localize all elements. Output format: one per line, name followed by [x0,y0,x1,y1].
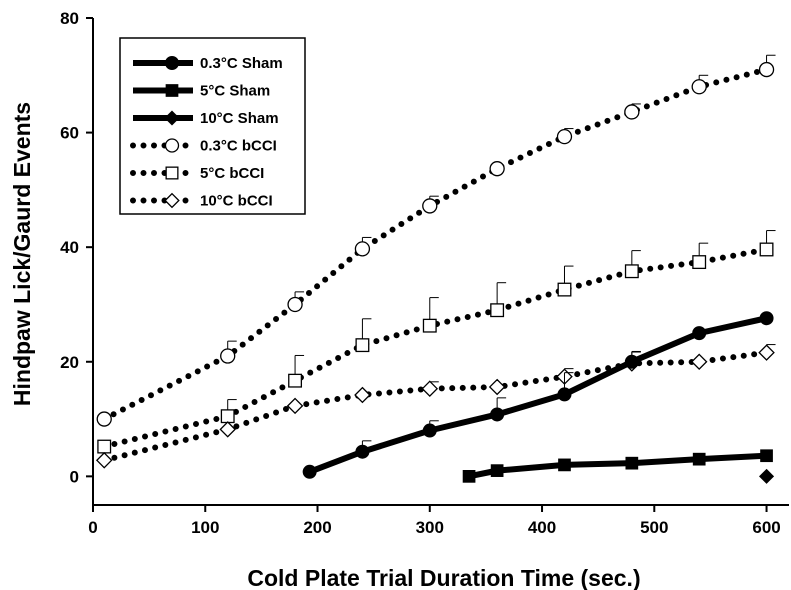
series-5 [95,344,776,469]
legend-marker [164,110,180,126]
data-point [489,161,505,177]
axes: 0 100 200 300 400 500 600 0 20 40 60 80 [60,9,789,537]
data-point [625,456,639,470]
data-point [557,387,572,402]
legend-marker [164,192,180,209]
legend-label: 10°C Sham [200,110,279,127]
legend-marker [165,166,179,180]
data-point [759,468,775,484]
legend-label: 0.3°C Sham [200,55,283,72]
legend-marker [165,56,179,70]
data-point [355,444,370,459]
legend-marker [164,138,180,153]
series-line [306,315,770,475]
data-point [692,326,707,341]
data-point [421,380,439,397]
data-point [624,104,640,120]
y-axis-title: Hindpaw Lick/Gaurd Events [9,102,35,406]
legend-entry: 5°C bCCI [130,165,264,182]
data-point [422,423,437,438]
legend: 0.3°C Sham 5°C Sham 10°C Sham 0.3°C bCCI 5°C… [119,37,306,215]
data-point [354,241,371,257]
y-tick-label: 40 [60,238,79,257]
legend-label: 10°C bCCI [200,193,273,210]
legend-entry: 0.3°C Sham [133,55,283,72]
y-tick-label: 60 [60,124,79,143]
legend-label: 0.3°C bCCI [200,138,277,155]
data-point [557,282,572,297]
data-point [355,338,370,353]
data-point [287,296,303,313]
legend-entry: 0.3°C bCCI [130,138,277,155]
y-tick-label: 20 [60,353,79,372]
data-point [624,354,639,369]
data-point [692,452,706,466]
x-axis-title: Cold Plate Trial Duration Time (sec.) [247,565,640,590]
data-point [288,373,303,388]
data-point [759,311,774,326]
legend-box [119,37,306,215]
data-point [422,318,437,333]
data-point [490,303,505,318]
data-point [302,464,317,479]
data-point [758,344,775,361]
legend-entry: 10°C bCCI [130,192,273,210]
series-4 [97,230,776,454]
data-point [690,353,708,371]
x-tick-label: 0 [88,518,97,537]
x-tick-label: 500 [640,518,668,537]
data-point [759,242,774,257]
series-line [466,452,770,480]
series-line [101,349,770,464]
data-point [95,452,113,469]
y-tick-label: 0 [70,467,79,486]
data-point [556,128,573,145]
x-tick-label: 600 [752,518,780,537]
series-line [101,246,770,450]
data-point [219,421,236,438]
x-tick-label: 400 [528,518,556,537]
data-point [462,470,476,483]
data-point [558,458,571,472]
data-point [692,255,707,270]
data-point [758,61,775,78]
data-point [286,397,304,415]
data-point [220,409,235,424]
series-3 [96,54,776,427]
legend-entry: 5°C Sham [133,83,270,100]
data-point [97,439,112,454]
data-point [691,79,707,95]
series-0 [302,311,774,479]
legend-marker [165,84,179,97]
data-point [354,386,371,404]
data-point [624,264,639,279]
series-line [101,66,770,423]
legend-label: 5°C Sham [200,83,270,100]
data-point [760,449,773,463]
x-tick-label: 300 [416,518,444,537]
data-point [220,348,236,364]
data-point [490,407,505,422]
x-tick-label: 200 [303,518,331,537]
data-point [422,198,438,214]
plot-area [95,54,776,484]
series-1 [462,449,773,483]
legend-label: 5°C bCCI [200,165,264,182]
data-point [490,464,504,477]
legend-entry: 10°C Sham [133,110,279,127]
data-point [96,411,112,427]
series-2 [759,468,775,484]
data-point [488,378,506,396]
y-tick-label: 80 [60,9,79,28]
x-tick-label: 100 [191,518,219,537]
